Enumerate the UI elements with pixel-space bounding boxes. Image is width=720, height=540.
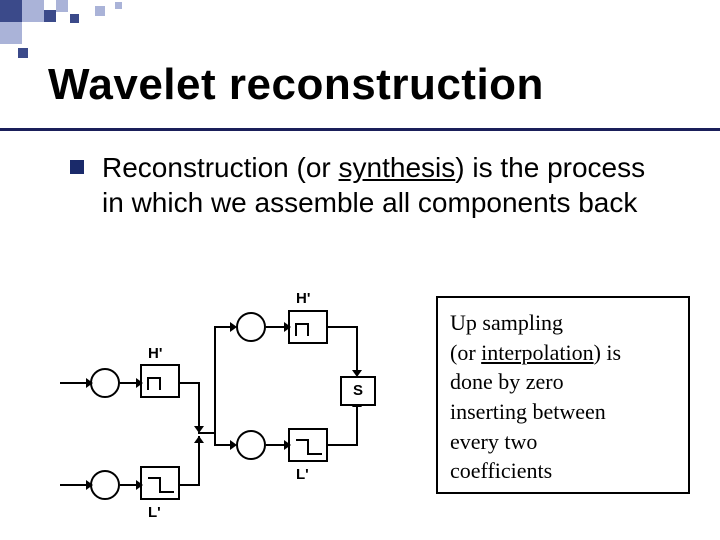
callout-line: inserting between xyxy=(450,397,676,427)
callout-box: Up sampling (or interpolation) is done b… xyxy=(436,296,690,494)
reconstruction-diagram: H' L' H' L' xyxy=(30,290,430,530)
callout-line: Up sampling xyxy=(450,308,676,338)
bullet-text: Reconstruction (or synthesis) is the pro… xyxy=(102,150,670,220)
bullet-item: Reconstruction (or synthesis) is the pro… xyxy=(70,150,670,220)
callout-line: done by zero xyxy=(450,367,676,397)
filter-label-lprime: L' xyxy=(148,504,161,521)
upsample-icon xyxy=(236,430,266,460)
filter-label-lprime: L' xyxy=(296,466,309,483)
lowpass-filter-box xyxy=(288,428,328,462)
callout-line: (or interpolation) is xyxy=(450,338,676,368)
filter-label-hprime: H' xyxy=(148,345,162,362)
sum-box: S xyxy=(340,376,376,406)
highpass-filter-box xyxy=(288,310,328,344)
title-underline xyxy=(0,128,720,131)
callout-line: every two xyxy=(450,427,676,457)
slide-title: Wavelet reconstruction xyxy=(48,60,544,110)
filter-label-hprime: H' xyxy=(296,290,310,307)
corner-decoration xyxy=(0,0,140,45)
lowpass-filter-box xyxy=(140,466,180,500)
upsample-icon xyxy=(90,368,120,398)
upsample-icon xyxy=(90,470,120,500)
callout-line: coefficients xyxy=(450,456,676,486)
bullet-square-icon xyxy=(70,160,84,174)
upsample-icon xyxy=(236,312,266,342)
highpass-filter-box xyxy=(140,364,180,398)
